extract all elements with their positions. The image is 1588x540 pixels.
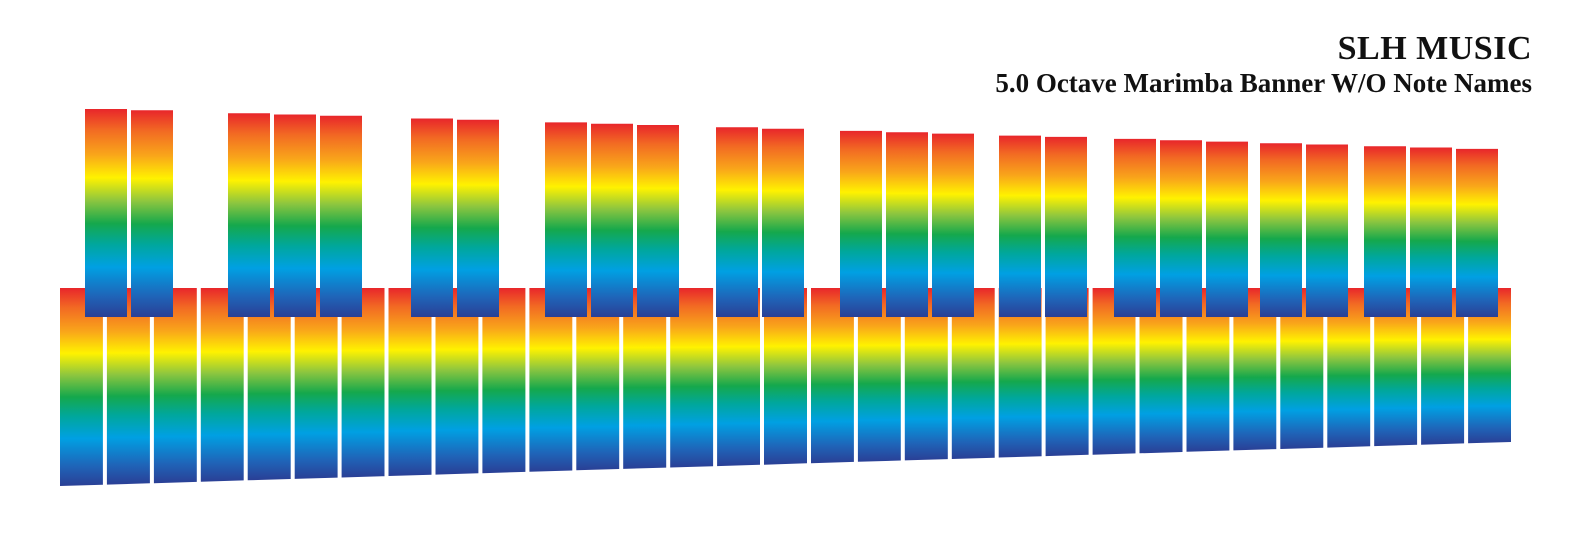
natural-bar: [811, 288, 854, 464]
accidental-bar: [457, 119, 499, 317]
accidental-bar: [228, 113, 270, 317]
accidental-bars: [85, 109, 1498, 318]
accidental-bar: [545, 122, 587, 318]
natural-bar: [1045, 288, 1089, 457]
accidental-bar: [411, 118, 453, 317]
natural-bar: [670, 288, 714, 468]
accidental-bar: [1260, 143, 1302, 317]
accidental-bar: [1410, 147, 1452, 317]
natural-bar: [1092, 288, 1136, 455]
accidental-bar: [274, 114, 316, 317]
natural-bar: [529, 288, 573, 472]
accidental-bar: [886, 132, 928, 317]
accidental-bar: [762, 128, 804, 317]
brand-title: SLH MUSIC: [1337, 30, 1532, 67]
banner-subtitle: 5.0 Octave Marimba Banner W/O Note Names: [995, 68, 1532, 98]
accidental-bar: [1160, 140, 1202, 317]
accidental-bar: [131, 110, 173, 317]
accidental-bar: [999, 135, 1041, 317]
natural-bar: [623, 288, 667, 469]
natural-bar: [60, 288, 103, 486]
natural-bar: [153, 288, 197, 484]
natural-bar: [294, 288, 338, 479]
accidental-bar: [320, 115, 362, 317]
accidental-bar: [840, 130, 882, 317]
natural-bar: [106, 288, 150, 485]
natural-bars: [60, 288, 1511, 486]
accidental-bar: [85, 109, 127, 317]
natural-bar: [998, 288, 1042, 458]
natural-bar: [576, 288, 620, 471]
accidental-bar: [1456, 148, 1498, 317]
natural-bar: [857, 288, 901, 462]
accidental-bar: [591, 123, 633, 317]
accidental-bar: [716, 127, 758, 317]
accidental-bar: [932, 133, 974, 317]
natural-bar: [435, 288, 479, 475]
natural-bar: [904, 288, 948, 461]
natural-bar: [1374, 288, 1418, 447]
natural-bar: [247, 288, 291, 481]
natural-bar: [1139, 288, 1183, 454]
natural-bar: [388, 288, 432, 476]
accidental-bar: [637, 125, 679, 317]
natural-bar: [200, 288, 244, 482]
accidental-bar: [1306, 144, 1348, 317]
natural-bar: [341, 288, 385, 478]
accidental-bar: [1364, 146, 1406, 317]
natural-bar: [1421, 288, 1465, 445]
natural-bar: [1327, 288, 1371, 448]
natural-bar: [951, 288, 995, 459]
accidental-bar: [1206, 141, 1248, 317]
accidental-bar: [1045, 136, 1087, 317]
natural-bar: [1468, 288, 1511, 444]
natural-bar: [764, 288, 807, 465]
accidental-bar: [1114, 138, 1156, 317]
natural-bar: [717, 288, 760, 467]
natural-bar: [1280, 288, 1324, 449]
natural-bar: [482, 288, 526, 474]
natural-bar: [1233, 288, 1277, 451]
natural-bar: [1186, 288, 1230, 452]
